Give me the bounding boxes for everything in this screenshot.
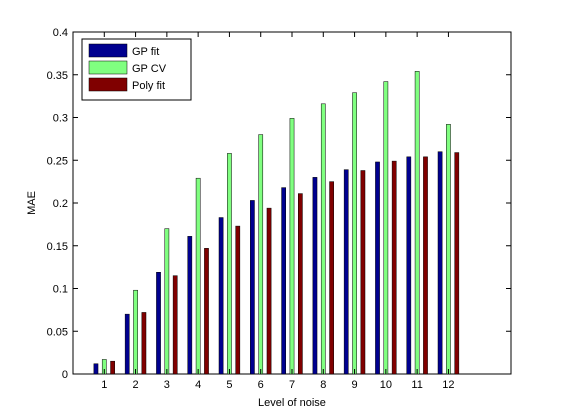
y-tick-label: 0.05: [47, 326, 68, 338]
bar-poly-fit-9: [360, 170, 366, 375]
x-axis-label: Level of noise: [258, 397, 326, 409]
bar-poly-fit-7: [298, 193, 303, 375]
y-tick-label: 0.4: [53, 27, 68, 39]
x-tick-label: 7: [289, 379, 295, 391]
y-tick-label: 0.3: [53, 113, 68, 125]
x-tick-label: 3: [164, 379, 170, 391]
bar-gp-fit-6: [250, 200, 255, 375]
legend-swatch-poly-fit: [88, 77, 128, 92]
legend-swatch-gp-fit: [88, 43, 128, 58]
y-tick-label: 0.15: [47, 241, 68, 253]
bar-gp-fit-1: [93, 363, 99, 375]
bar-gp-fit-11: [406, 156, 412, 375]
y-tick-label: 0.2: [53, 198, 68, 210]
x-tick-label: 4: [195, 379, 201, 391]
y-axis-label: MAE: [26, 191, 38, 215]
x-tick-label: 11: [411, 379, 422, 391]
bar-gp-cv-4: [195, 177, 201, 375]
bar-gp-cv-11: [414, 71, 420, 375]
bar-gp-fit-3: [156, 272, 161, 375]
bar-poly-fit-11: [423, 156, 428, 375]
legend-label-poly-fit: Poly fit: [132, 80, 165, 92]
bar-gp-fit-12: [437, 151, 443, 375]
bar-gp-cv-12: [446, 124, 451, 375]
y-tick-label: 0.1: [53, 284, 68, 296]
bar-poly-fit-10: [391, 160, 397, 375]
y-tick-label: 0: [62, 369, 68, 381]
x-tick-label: 10: [380, 379, 392, 391]
bar-poly-fit-2: [141, 312, 147, 375]
bar-gp-fit-7: [281, 187, 286, 375]
x-tick-label: 8: [320, 379, 326, 391]
bar-gp-cv-9: [352, 92, 357, 375]
bar-gp-cv-7: [289, 118, 295, 375]
bar-poly-fit-3: [172, 275, 178, 375]
bar-gp-fit-2: [124, 313, 130, 375]
x-tick-label: 12: [442, 379, 454, 391]
bar-poly-fit-5: [235, 225, 241, 375]
bar-gp-cv-8: [320, 103, 326, 375]
bar-gp-fit-8: [312, 177, 318, 375]
y-tick-label: 0.35: [47, 70, 68, 82]
bar-poly-fit-8: [329, 181, 334, 375]
bar-gp-fit-9: [343, 169, 349, 375]
x-tick-label: 6: [258, 379, 264, 391]
bar-poly-fit-4: [204, 248, 209, 375]
bar-gp-fit-5: [218, 217, 224, 375]
x-tick-label: 9: [352, 379, 358, 391]
bar-gp-cv-10: [383, 81, 389, 375]
bar-gp-cv-5: [227, 153, 232, 375]
bar-gp-cv-3: [164, 228, 170, 375]
bar-poly-fit-1: [110, 360, 115, 375]
bar-poly-fit-12: [454, 152, 460, 375]
bar-gp-cv-2: [133, 289, 138, 375]
x-tick-label: 1: [101, 379, 107, 391]
bar-gp-fit-4: [187, 236, 193, 375]
x-tick-label: 5: [226, 379, 232, 391]
legend-label-gp-cv: GP CV: [132, 63, 167, 75]
legend-swatch-gp-cv: [88, 60, 128, 75]
y-tick-label: 0.25: [47, 155, 68, 167]
legend-label-gp-fit: GP fit: [132, 46, 159, 58]
bar-gp-cv-6: [258, 134, 264, 375]
bar-poly-fit-6: [266, 207, 272, 375]
bar-gp-fit-10: [375, 161, 380, 375]
x-tick-label: 2: [133, 379, 139, 391]
